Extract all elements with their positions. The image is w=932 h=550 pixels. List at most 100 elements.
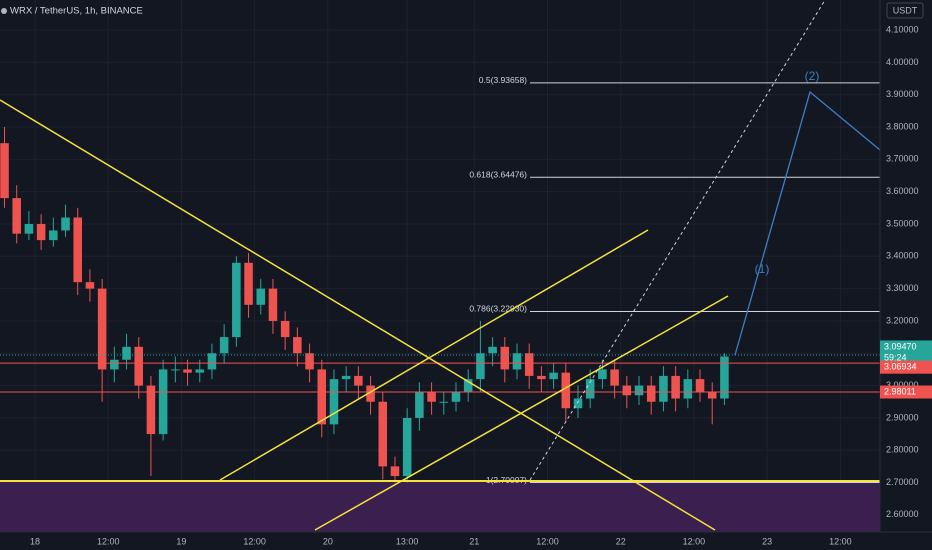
- x-tick-label: 20: [323, 536, 333, 546]
- wave-label: (1): [755, 262, 770, 276]
- candle-body: [683, 379, 693, 399]
- candle-body: [36, 223, 46, 241]
- candle-body: [659, 375, 668, 402]
- axes: 2.600002.700002.800002.900003.000003.100…: [30, 24, 932, 546]
- candle-body: [537, 375, 546, 380]
- candle-body: [610, 369, 619, 386]
- candle-body: [305, 353, 314, 370]
- candle-body: [476, 353, 485, 380]
- candle-body: [256, 288, 266, 305]
- candle-body: [158, 369, 168, 435]
- symbol-icon: [1, 8, 7, 14]
- levels: 0.5(3.93658) 0.618(3.64476) 0.786(3.22930)…: [0, 75, 880, 485]
- candle-body: [341, 375, 351, 380]
- candle-body: [463, 379, 473, 393]
- y-tick-label: 2.80000: [886, 445, 919, 455]
- candle-body: [134, 346, 144, 386]
- y-tick-label: 2.90000: [886, 412, 919, 422]
- candle-body: [122, 346, 131, 360]
- fib-label: 0.5(3.93658): [479, 75, 527, 85]
- y-tick-label: 3.20000: [886, 315, 919, 325]
- x-tick-label: 12:00: [243, 536, 266, 546]
- price-tag: [880, 360, 932, 374]
- candle-body: [24, 223, 34, 234]
- candle-body: [146, 385, 156, 435]
- candle-body: [293, 337, 302, 354]
- candle-body: [268, 288, 278, 321]
- support-zone: [0, 481, 880, 532]
- candle-body: [183, 369, 192, 373]
- candle-body: [73, 217, 82, 283]
- candle-body: [0, 143, 9, 199]
- candle-body: [598, 369, 607, 380]
- candle-body: [378, 401, 388, 467]
- candle-body: [232, 262, 241, 338]
- fib-label: 1(2.70007): [486, 475, 527, 485]
- candle-body: [427, 392, 436, 402]
- fib-label: 0.786(3.22930): [469, 304, 527, 314]
- y-tick-label: 3.00000: [886, 380, 919, 390]
- y-tick-label: 3.60000: [886, 186, 919, 196]
- currency-badge: [886, 2, 924, 19]
- x-tick-label: 22: [616, 536, 626, 546]
- candle-body: [415, 392, 424, 418]
- candle-body: [451, 392, 461, 402]
- candle-body: [622, 385, 632, 396]
- fib-label: 0.618(3.64476): [469, 169, 527, 179]
- price-tag-label: 3.09470: [884, 341, 917, 351]
- fib-trend-line: [529, 0, 826, 481]
- candle-body: [110, 359, 119, 370]
- y-tick-label: 3.30000: [886, 283, 919, 293]
- price-tag: [880, 385, 932, 399]
- candle-body: [720, 356, 729, 399]
- x-tick-label: 12:00: [829, 536, 852, 546]
- candle-body: [524, 353, 534, 376]
- candle-body: [280, 320, 290, 338]
- candle-body: [97, 288, 107, 370]
- x-tick-label: 12:00: [97, 536, 120, 546]
- candle-body: [488, 346, 497, 354]
- price-tag-label: 2.98011: [884, 386, 916, 396]
- x-tick-label: 18: [30, 536, 40, 546]
- price-tag: [880, 340, 932, 365]
- x-tick-label: 19: [176, 536, 186, 546]
- candles: [0, 127, 729, 483]
- candle-body: [12, 198, 21, 234]
- candle-body: [207, 353, 217, 370]
- candle-body: [500, 346, 510, 370]
- y-tick-label: 3.70000: [886, 154, 919, 164]
- candle-body: [646, 385, 656, 402]
- y-tick-label: 4.10000: [886, 24, 919, 34]
- wave-projection: [734, 90, 881, 356]
- y-tick-label: 2.70000: [886, 477, 919, 487]
- candle-body: [402, 417, 412, 477]
- x-tick-label: 12:00: [683, 536, 706, 546]
- y-tick-label: 3.90000: [886, 89, 919, 99]
- grid: [0, 0, 880, 532]
- candle-body: [671, 375, 680, 399]
- chart-title: WRX / TetherUS, 1h, BINANCE: [10, 6, 143, 17]
- candle-body: [329, 379, 339, 425]
- y-tick-label: 3.50000: [886, 218, 919, 228]
- candle-body: [354, 375, 363, 386]
- trend-line: [314, 295, 729, 531]
- countdown: 59:24: [884, 352, 907, 362]
- candle-body: [195, 369, 205, 373]
- price-axis: [880, 0, 932, 550]
- candle-body: [390, 466, 400, 477]
- candle-body: [634, 385, 644, 396]
- candle-body: [707, 392, 717, 399]
- trend-line: [0, 99, 716, 531]
- candle-body: [561, 372, 571, 409]
- x-tick-label: 12:00: [536, 536, 559, 546]
- candle-body: [695, 379, 705, 393]
- y-tick-label: 4.00000: [886, 57, 919, 67]
- x-tick-label: 21: [469, 536, 479, 546]
- currency: USDT: [893, 5, 918, 15]
- candle-body: [549, 372, 558, 380]
- y-tick-label: 2.60000: [886, 509, 919, 519]
- candle-body: [585, 379, 595, 399]
- price-tag-label: 3.06934: [884, 362, 917, 372]
